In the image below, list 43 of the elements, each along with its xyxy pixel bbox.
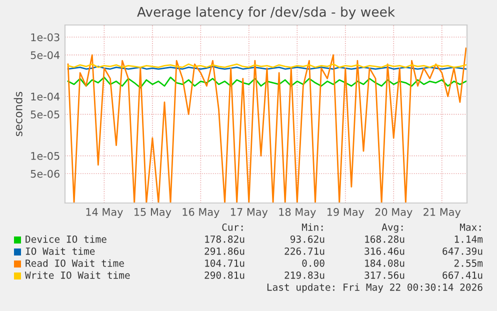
legend-label: Device IO time (26, 235, 106, 243)
legend-label: Read IO Wait time (26, 259, 124, 267)
x-tick-label: 17 May (231, 208, 268, 218)
y-tick-label: 5e-05 (30, 110, 60, 118)
text: 1.14m (454, 236, 483, 243)
text: 104.71u (205, 259, 244, 267)
x-tick-label: 19 May (327, 208, 364, 218)
x-tick-label: 14 May (86, 208, 123, 218)
text: 178.82u (205, 235, 244, 243)
text: Last update: Fri May 22 00:30:14 2026 (267, 283, 482, 293)
x-tick-label: 21 May (424, 208, 461, 218)
y-tick-label: 5e-06 (30, 170, 60, 178)
text: 0.00 (302, 259, 324, 267)
y-tick-label: 5e-04 (30, 51, 60, 60)
y-tick-label: 1e-05 (31, 152, 60, 160)
y-tick-label: 1e-04 (31, 92, 60, 101)
y-axis-title: seconds (14, 92, 22, 136)
text: 667.41u (442, 271, 482, 279)
text: 219.83u (284, 271, 324, 279)
text: 316.46u (364, 247, 404, 255)
x-tick-label: 18 May (279, 208, 316, 218)
text: 168.28u (365, 235, 404, 243)
text: 290.81u (204, 271, 244, 279)
text: 647.39u (442, 247, 482, 255)
line-series (67, 76, 467, 88)
text: 2.55m (454, 259, 483, 267)
text: Max: (460, 224, 481, 231)
text: Avg: (382, 224, 403, 233)
text: Cur: (222, 223, 243, 231)
text: 184.08u (365, 259, 404, 267)
legend-label: Write IO Wait time (25, 271, 130, 279)
y-tick-label: 1e-03 (31, 33, 60, 42)
line-series (67, 48, 467, 203)
legend-label: IO Wait time (26, 247, 95, 255)
chart-title: Average latency for /dev/sda - by week (137, 6, 396, 20)
text: 226.71u (284, 247, 324, 255)
x-tick-label: 15 May (134, 208, 172, 218)
text: 291.86u (204, 247, 244, 255)
x-tick-label: 20 May (375, 208, 412, 218)
x-tick-label: 16 May (182, 208, 220, 218)
text: 93.62u (290, 235, 324, 243)
text: 317.56u (364, 271, 404, 279)
text: Min: (302, 223, 323, 231)
